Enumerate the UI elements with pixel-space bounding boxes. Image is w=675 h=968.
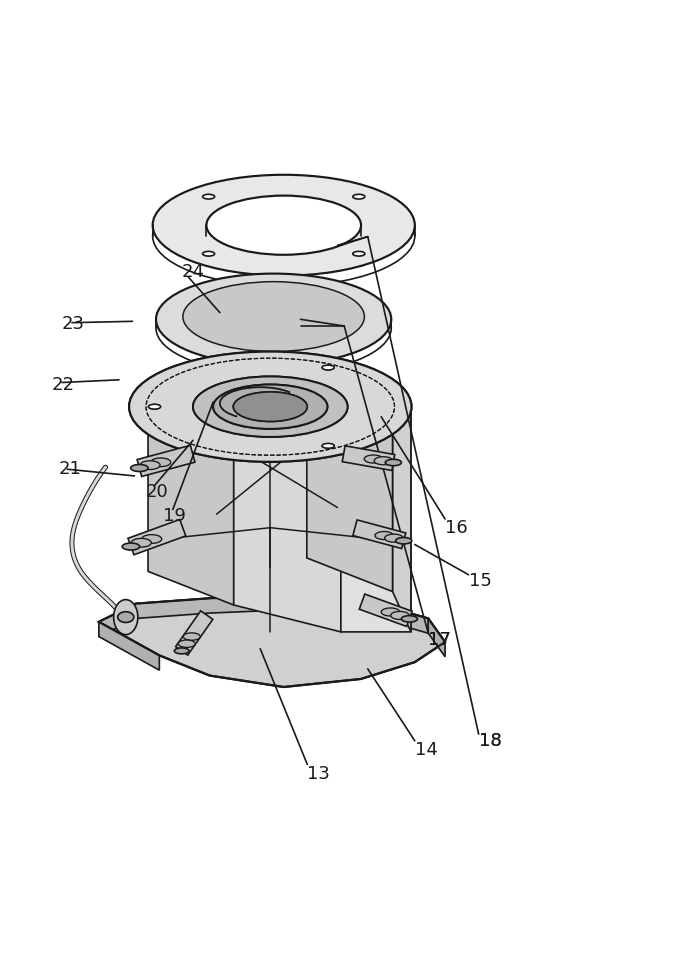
- Ellipse shape: [153, 175, 415, 276]
- Ellipse shape: [234, 392, 307, 421]
- Polygon shape: [99, 621, 159, 670]
- Polygon shape: [393, 379, 411, 632]
- Ellipse shape: [113, 599, 138, 635]
- Ellipse shape: [131, 538, 151, 547]
- Text: 16: 16: [445, 519, 468, 536]
- Ellipse shape: [375, 531, 394, 539]
- Ellipse shape: [131, 465, 148, 471]
- Ellipse shape: [202, 252, 215, 257]
- Ellipse shape: [193, 377, 348, 437]
- Polygon shape: [353, 520, 406, 549]
- Ellipse shape: [129, 351, 412, 462]
- Ellipse shape: [353, 252, 365, 257]
- Polygon shape: [176, 611, 213, 655]
- Ellipse shape: [385, 534, 403, 542]
- Ellipse shape: [207, 196, 361, 255]
- Ellipse shape: [322, 443, 334, 448]
- Ellipse shape: [402, 616, 417, 622]
- Ellipse shape: [183, 282, 364, 351]
- Ellipse shape: [142, 534, 162, 543]
- Polygon shape: [341, 411, 411, 632]
- Ellipse shape: [213, 384, 327, 429]
- Polygon shape: [128, 520, 186, 555]
- Ellipse shape: [148, 405, 161, 409]
- Ellipse shape: [385, 459, 402, 466]
- Polygon shape: [359, 594, 412, 626]
- Ellipse shape: [391, 612, 409, 620]
- Text: 18: 18: [479, 732, 502, 750]
- Text: 17: 17: [428, 631, 451, 649]
- Ellipse shape: [193, 377, 348, 437]
- Ellipse shape: [322, 365, 334, 370]
- Text: 22: 22: [52, 376, 75, 394]
- Ellipse shape: [174, 648, 189, 653]
- Ellipse shape: [381, 608, 400, 616]
- Ellipse shape: [117, 612, 134, 622]
- Ellipse shape: [148, 405, 161, 409]
- Text: 21: 21: [59, 460, 82, 478]
- Ellipse shape: [322, 443, 334, 448]
- Text: 13: 13: [307, 766, 330, 783]
- Ellipse shape: [364, 455, 383, 463]
- Polygon shape: [307, 353, 393, 591]
- Ellipse shape: [129, 351, 412, 462]
- Ellipse shape: [156, 274, 392, 365]
- Ellipse shape: [202, 195, 215, 199]
- Ellipse shape: [353, 195, 365, 199]
- Polygon shape: [99, 595, 445, 687]
- Ellipse shape: [183, 633, 200, 640]
- Ellipse shape: [396, 537, 412, 544]
- Text: 19: 19: [163, 507, 186, 526]
- Text: 14: 14: [415, 741, 437, 759]
- Polygon shape: [342, 446, 395, 470]
- Ellipse shape: [213, 384, 327, 429]
- Text: 18: 18: [479, 732, 502, 750]
- Text: 24: 24: [182, 263, 205, 282]
- Ellipse shape: [322, 365, 334, 370]
- Ellipse shape: [122, 543, 140, 550]
- Polygon shape: [148, 435, 234, 605]
- Ellipse shape: [151, 458, 171, 467]
- Text: 20: 20: [146, 483, 169, 501]
- Ellipse shape: [178, 640, 195, 648]
- Polygon shape: [137, 445, 195, 476]
- Text: 15: 15: [468, 572, 491, 590]
- Ellipse shape: [234, 392, 307, 421]
- Ellipse shape: [374, 457, 393, 465]
- Text: 23: 23: [62, 315, 85, 333]
- Ellipse shape: [140, 461, 160, 469]
- Polygon shape: [99, 595, 428, 637]
- Polygon shape: [234, 454, 341, 632]
- Polygon shape: [428, 619, 445, 656]
- Text: 17: 17: [428, 631, 451, 649]
